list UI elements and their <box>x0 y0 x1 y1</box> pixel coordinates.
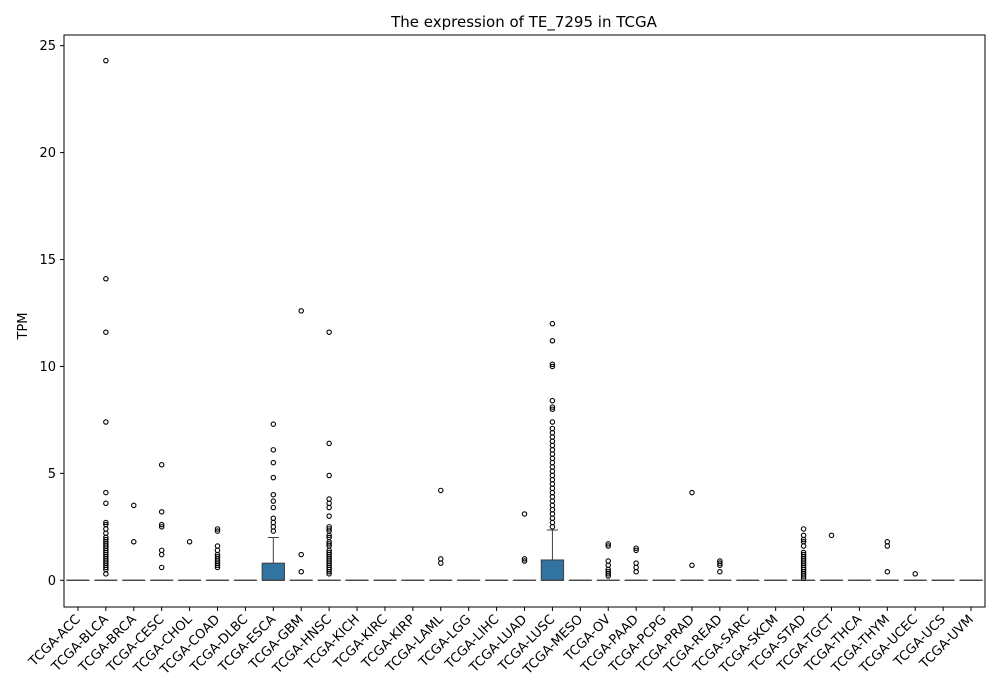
outlier-point <box>270 447 277 453</box>
outlier-point <box>912 571 918 577</box>
outlier-point <box>800 543 807 549</box>
outlier-point <box>717 560 723 566</box>
outlier-point <box>158 509 165 515</box>
outlier-point <box>549 524 556 530</box>
outlier-point <box>270 474 277 481</box>
outlier-point <box>884 568 891 575</box>
outlier-point <box>800 526 807 532</box>
outlier-point <box>326 571 332 577</box>
outlier-point <box>158 551 165 558</box>
outlier-point <box>103 571 109 577</box>
outlier-point <box>549 363 556 370</box>
y-tick-label: 20 <box>39 146 56 161</box>
box <box>540 559 565 581</box>
outlier-point <box>103 57 109 64</box>
outlier-point <box>103 519 109 526</box>
outlier-point <box>521 511 528 517</box>
outlier-point <box>270 504 277 511</box>
outlier-point <box>214 526 221 532</box>
outlier-point <box>605 541 611 547</box>
outlier-point <box>158 564 165 571</box>
outlier-point <box>298 568 304 575</box>
outlier-point <box>633 568 639 575</box>
outlier-point <box>103 489 109 496</box>
y-tick-label: 0 <box>48 574 56 589</box>
outlier-point <box>270 498 277 504</box>
outlier-point <box>633 545 639 551</box>
outlier-point <box>103 329 109 335</box>
outlier-point <box>214 528 221 534</box>
chart-title: The expression of TE_7295 in TCGA <box>390 13 657 32</box>
y-axis-label: TPM <box>16 313 31 341</box>
outlier-point <box>326 526 332 532</box>
outlier-point <box>521 558 528 564</box>
outlier-point <box>521 556 528 562</box>
outlier-point <box>103 500 109 507</box>
outlier-point <box>633 547 639 554</box>
outlier-point <box>438 560 444 566</box>
outlier-point <box>884 543 891 549</box>
outlier-point <box>326 440 332 447</box>
outlier-point <box>605 571 611 577</box>
outlier-point <box>549 406 556 412</box>
outlier-point <box>549 320 556 327</box>
outlier-point <box>158 524 165 530</box>
outlier-point <box>800 575 807 581</box>
outlier-point <box>326 329 332 335</box>
outlier-point <box>158 521 165 528</box>
y-tick-label: 10 <box>39 360 56 375</box>
outlier-point <box>326 568 332 575</box>
y-tick-label: 5 <box>48 467 56 482</box>
outlier-point <box>131 539 137 545</box>
outlier-point <box>689 562 695 569</box>
outlier-point <box>103 564 109 571</box>
outlier-point <box>186 539 193 545</box>
outlier-point <box>270 491 277 498</box>
outlier-point <box>438 487 444 494</box>
outlier-point <box>605 573 611 579</box>
outlier-point <box>270 459 277 466</box>
outlier-point <box>103 419 109 425</box>
outlier-point <box>800 536 807 543</box>
outlier-point <box>549 397 556 404</box>
outlier-point <box>326 472 332 479</box>
y-tick-label: 15 <box>39 253 56 268</box>
outlier-point <box>549 419 556 425</box>
outlier-point <box>131 502 137 509</box>
outlier-point <box>605 543 611 549</box>
y-tick-label: 25 <box>39 39 56 54</box>
outlier-point <box>828 532 835 539</box>
plot-frame <box>63 34 986 608</box>
outlier-point <box>158 462 165 468</box>
outlier-point <box>549 338 556 344</box>
outlier-point <box>270 421 277 427</box>
outlier-point <box>717 568 723 575</box>
outlier-point <box>689 489 695 496</box>
outlier-point <box>549 361 556 368</box>
outlier-point <box>298 551 304 558</box>
outlier-point <box>326 513 332 519</box>
outlier-point <box>326 532 332 539</box>
outlier-point <box>214 562 221 569</box>
outlier-point <box>326 504 332 511</box>
box <box>261 562 285 581</box>
outlier-point <box>270 528 277 534</box>
outlier-point <box>214 564 221 571</box>
outlier-point <box>717 562 723 569</box>
outlier-point <box>103 276 109 282</box>
outlier-point <box>549 404 556 410</box>
outlier-point <box>326 541 332 547</box>
outlier-point <box>800 573 807 579</box>
outlier-point <box>298 308 304 314</box>
